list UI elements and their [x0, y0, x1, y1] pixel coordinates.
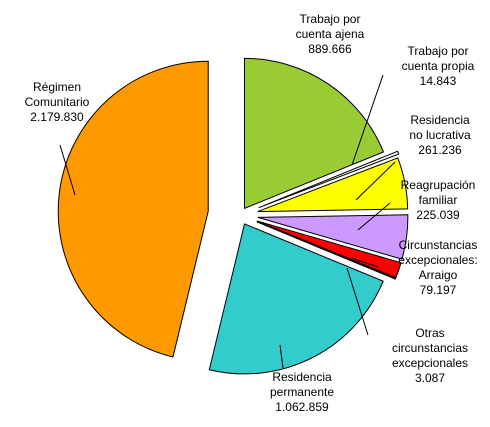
leader-line — [351, 257, 379, 268]
value-label: 79.197 — [420, 283, 457, 297]
leader-line — [279, 344, 284, 369]
value-label: 1.062.859 — [275, 400, 329, 414]
slice-label: excepcionales: — [398, 253, 477, 267]
pie-slice — [57, 60, 209, 358]
leader-line — [346, 267, 369, 336]
slice-label: cuenta ajena — [296, 27, 365, 41]
pie-slice — [208, 223, 384, 375]
value-label: 889.666 — [308, 42, 352, 56]
slice-label: Trabajo por — [300, 12, 361, 26]
value-label: 2.179.830 — [30, 110, 84, 124]
leader-line — [351, 74, 384, 166]
slice-label: Régimen — [33, 80, 81, 94]
pie-slice — [243, 57, 385, 210]
pie-slice — [256, 220, 402, 279]
slice-label: permanente — [270, 385, 334, 399]
pie-slice — [257, 157, 409, 213]
slice-label: Reagrupación — [401, 178, 476, 192]
slice-label: familiar — [419, 193, 458, 207]
slice-label: Residencia — [410, 113, 470, 127]
pie-slice — [256, 221, 397, 280]
slice-label: Residencia — [272, 370, 332, 384]
slice-label: circunstancias — [392, 341, 468, 355]
value-label: 261.236 — [418, 143, 462, 157]
slice-label: cuenta propia — [402, 59, 475, 73]
slice-label: Trabajo por — [408, 44, 469, 58]
slice-label: Comunitario — [25, 95, 90, 109]
value-label: 3.087 — [415, 371, 445, 385]
slice-label: excepcionales — [392, 356, 468, 370]
slice-label: Otras — [415, 326, 444, 340]
leader-line — [59, 144, 76, 196]
pie-slice — [257, 214, 409, 260]
slice-label: Circunstancias — [399, 238, 478, 252]
pie-slice — [258, 150, 400, 209]
value-label: 225.039 — [416, 208, 460, 222]
leader-line — [355, 161, 396, 201]
slice-label: no lucrativa — [409, 128, 471, 142]
leader-line — [357, 202, 391, 231]
slice-label: Arraigo — [419, 268, 458, 282]
value-label: 14.843 — [420, 74, 457, 88]
